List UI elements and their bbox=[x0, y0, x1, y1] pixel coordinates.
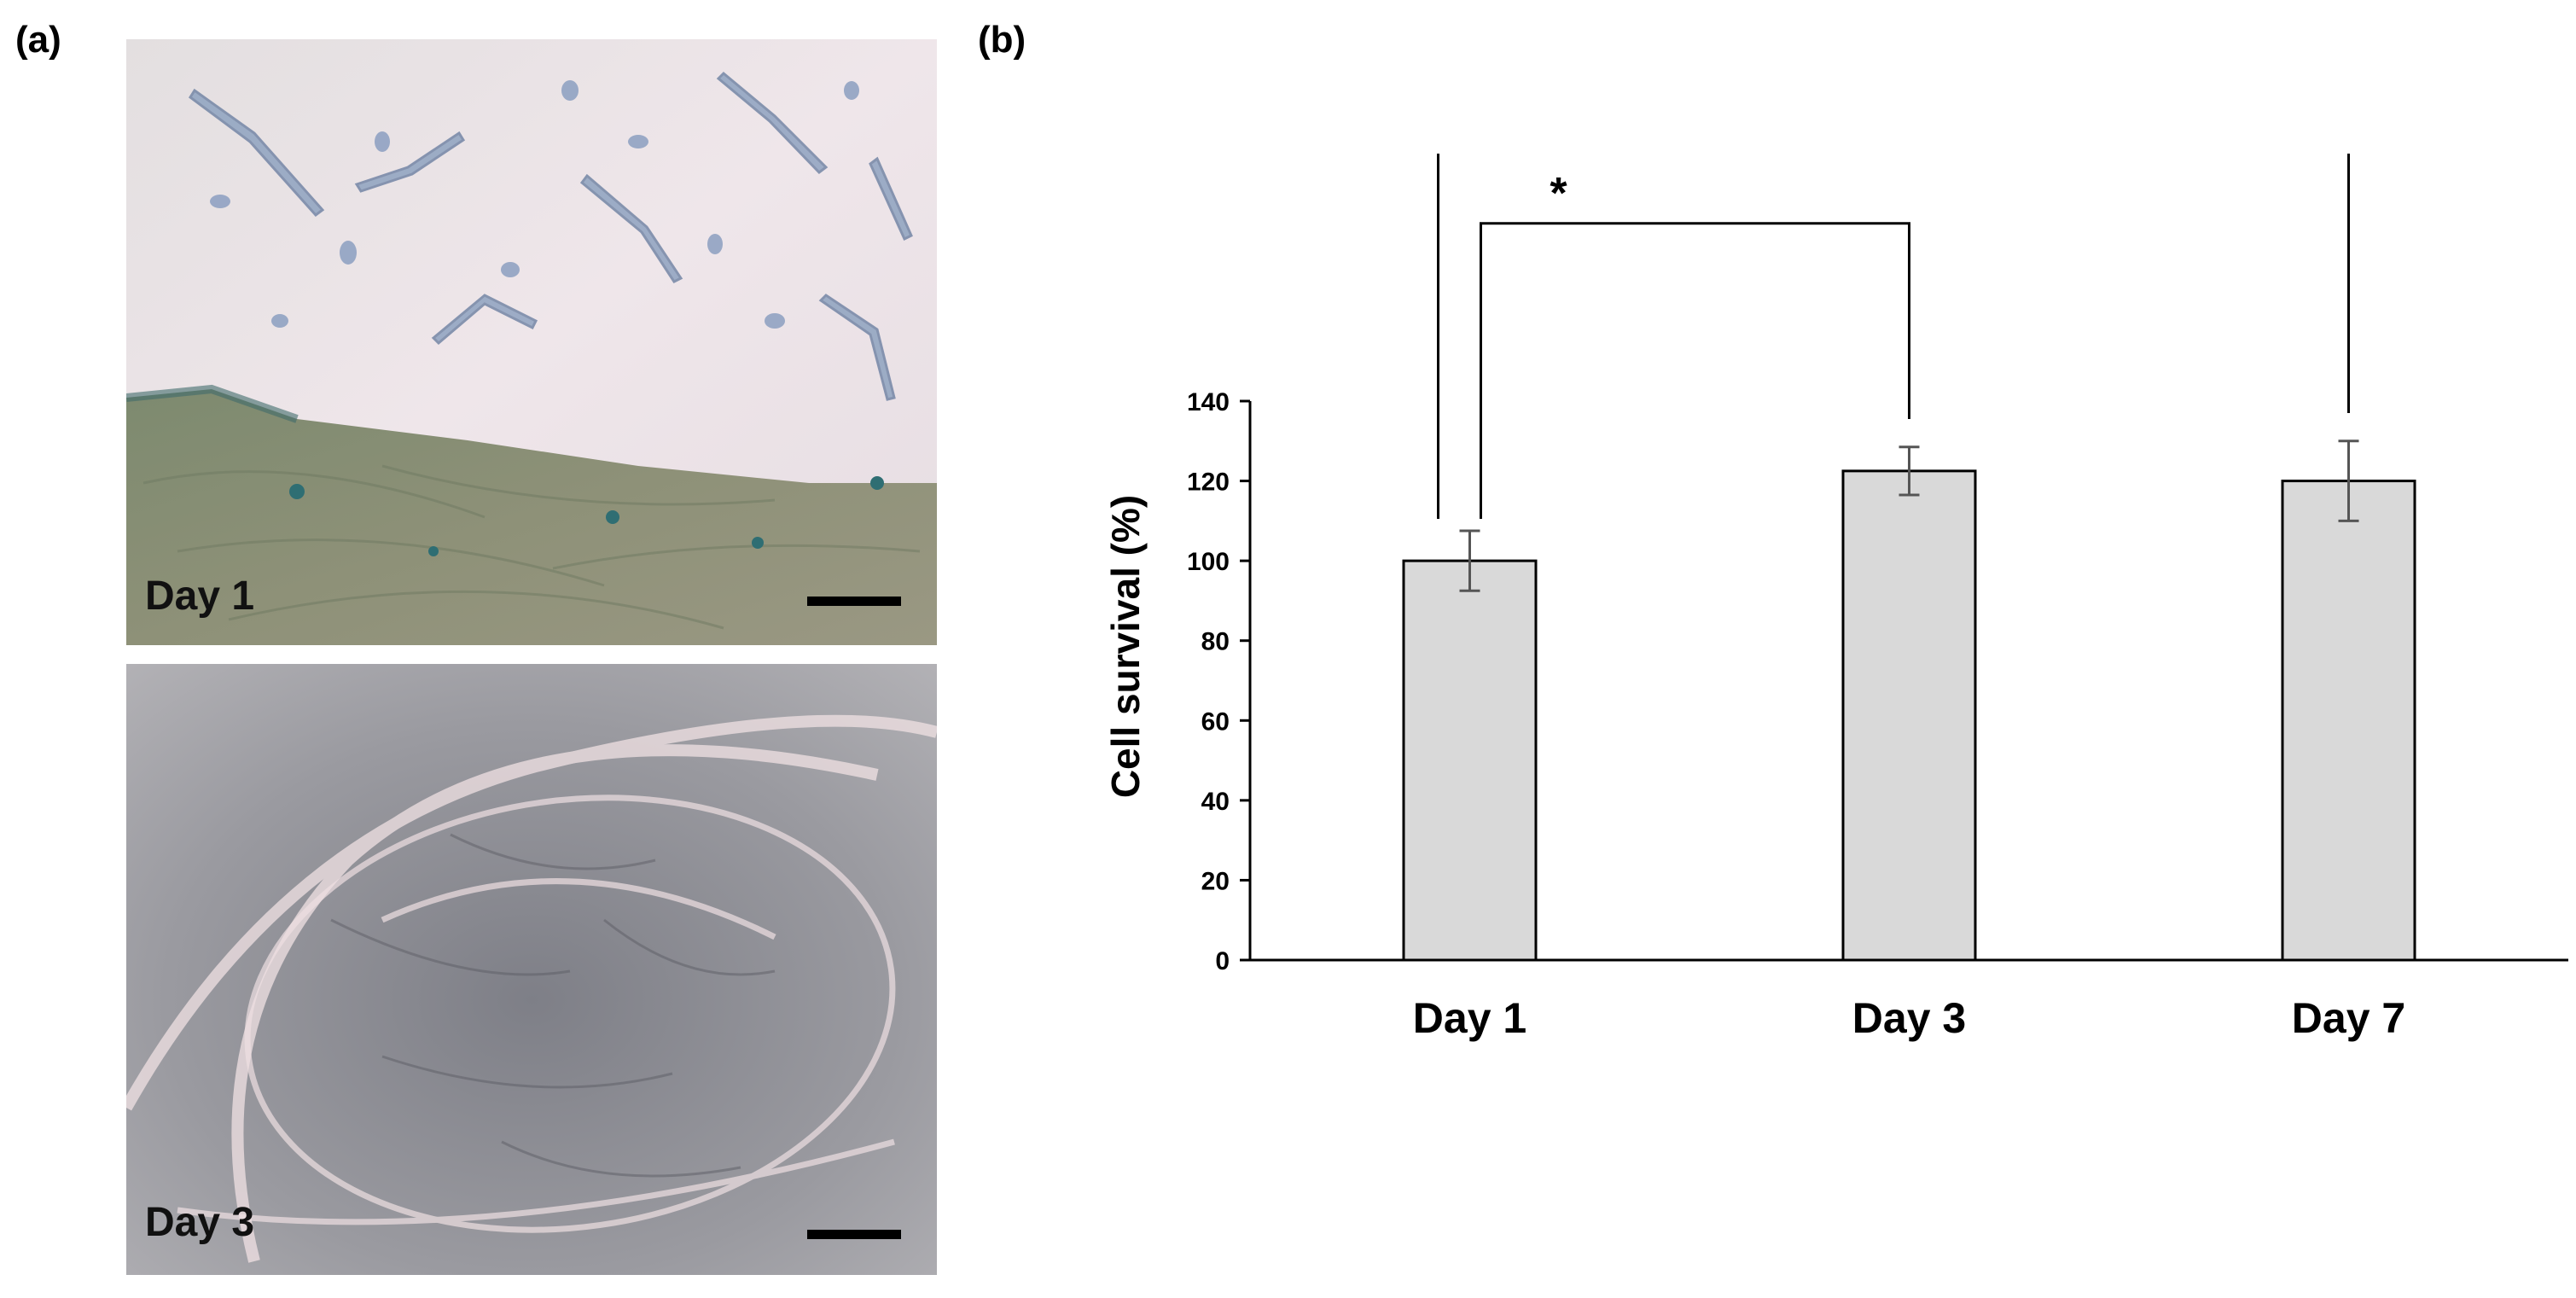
x-tick-label: Day 1 bbox=[1413, 994, 1526, 1042]
chart-bars: Day 1 Day 3 Day 7 bbox=[1402, 439, 2416, 1042]
significance-star: * bbox=[1550, 169, 1567, 218]
y-tick-label: 140 bbox=[1187, 388, 1230, 416]
micrograph-day-3: Day 3 bbox=[126, 664, 937, 1275]
significance-bracket bbox=[1480, 222, 1910, 520]
micrograph-day-1-label: Day 1 bbox=[145, 573, 255, 619]
bar-chart: 0 20 40 60 80 100 120 140 Day 1 Day 3 Day 7 ** Ce… bbox=[1103, 154, 2568, 1042]
micrograph-day-1: Day 1 bbox=[126, 39, 937, 645]
micrograph-day-1-image bbox=[126, 39, 937, 645]
significance-bracket bbox=[1437, 154, 2350, 520]
bar-day-1 bbox=[1402, 559, 1538, 962]
y-axis-title: Cell survival (%) bbox=[1103, 495, 1148, 798]
y-tick-label: 100 bbox=[1187, 548, 1230, 576]
x-tick-label: Day 3 bbox=[1852, 994, 1966, 1042]
scale-bar-day-1 bbox=[807, 597, 901, 606]
y-tick-label: 40 bbox=[1201, 788, 1230, 816]
micrograph-day-3-image bbox=[126, 664, 937, 1275]
micrograph-day-3-label: Day 3 bbox=[145, 1200, 255, 1245]
panel-a-label: (a) bbox=[15, 19, 61, 61]
x-tick-label: Day 7 bbox=[2292, 994, 2405, 1042]
y-tick-label: 20 bbox=[1201, 867, 1230, 895]
y-tick-label: 60 bbox=[1201, 707, 1230, 736]
significance-brackets: ** bbox=[1437, 154, 2350, 520]
panel-b-label: (b) bbox=[978, 19, 1026, 61]
bar-day-3 bbox=[1841, 469, 1977, 962]
y-tick-label: 120 bbox=[1187, 469, 1230, 497]
bar-day-7 bbox=[2281, 480, 2416, 962]
scale-bar-day-3 bbox=[807, 1230, 901, 1239]
y-tick-label: 0 bbox=[1215, 947, 1230, 975]
y-tick-label: 80 bbox=[1201, 628, 1230, 656]
